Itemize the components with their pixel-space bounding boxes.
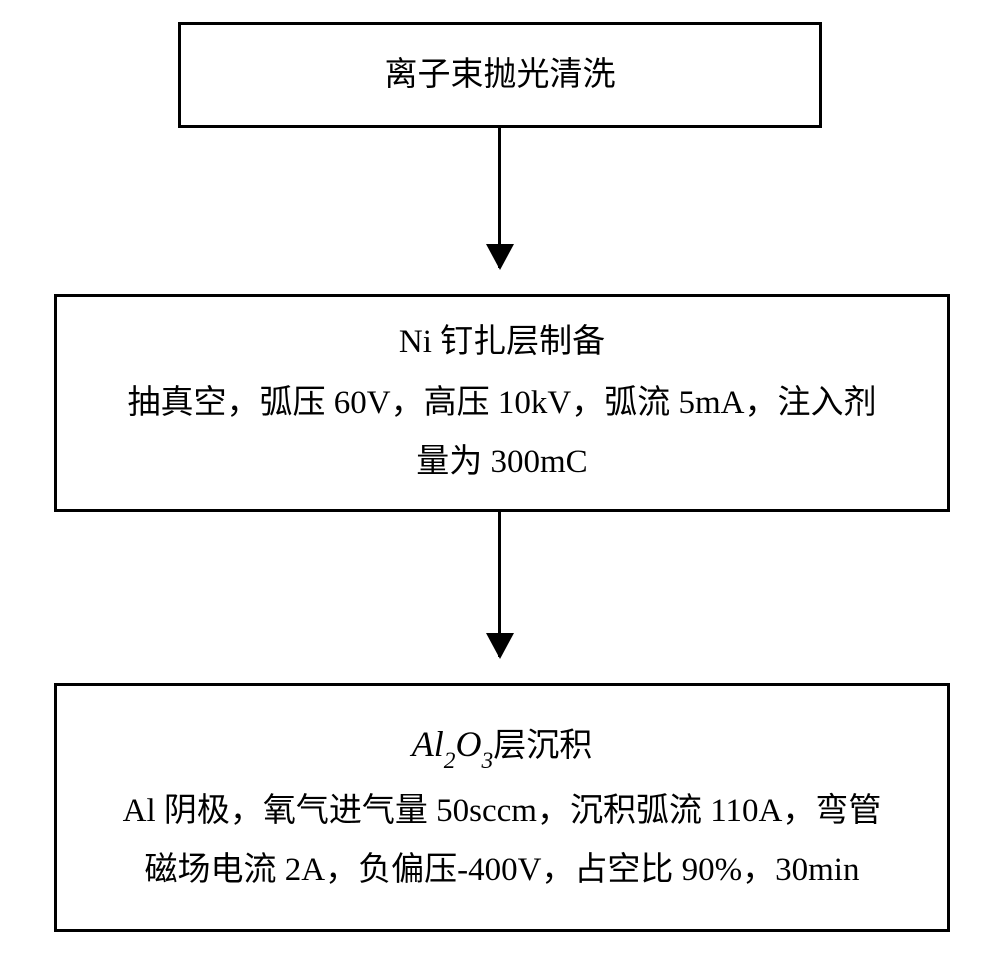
flow-step-3: Al2O3层沉积 Al 阴极，氧气进气量 50sccm，沉积弧流 110A，弯管… bbox=[54, 683, 950, 932]
formula-sub2: 3 bbox=[482, 748, 494, 774]
step3-title-suffix: 层沉积 bbox=[493, 728, 592, 764]
step3-body: Al 阴极，氧气进气量 50sccm，沉积弧流 110A，弯管 磁场电流 2A，… bbox=[123, 782, 882, 901]
step2-line2: 量为 300mC bbox=[416, 444, 587, 480]
formula-al: Al bbox=[412, 724, 444, 764]
step2-title-text: Ni 钉扎层制备 bbox=[399, 324, 605, 360]
step3-line1: Al 阴极，氧气进气量 50sccm，沉积弧流 110A，弯管 bbox=[123, 793, 882, 829]
arrow-2 bbox=[498, 512, 501, 657]
flow-step-1: 离子束抛光清洗 bbox=[178, 22, 822, 128]
flow-step-2: Ni 钉扎层制备 抽真空，弧压 60V，高压 10kV，弧流 5mA，注入剂 量… bbox=[54, 294, 950, 512]
flowchart-container: 离子束抛光清洗 Ni 钉扎层制备 抽真空，弧压 60V，高压 10kV，弧流 5… bbox=[0, 0, 1000, 963]
formula-sub1: 2 bbox=[444, 748, 456, 774]
step3-line2: 磁场电流 2A，负偏压-400V，占空比 90%，30min bbox=[145, 852, 860, 888]
arrow-1 bbox=[498, 128, 501, 268]
step2-title: Ni 钉扎层制备 bbox=[399, 314, 605, 370]
step2-body: 抽真空，弧压 60V，高压 10kV，弧流 5mA，注入剂 量为 300mC bbox=[128, 374, 877, 493]
step2-line1: 抽真空，弧压 60V，高压 10kV，弧流 5mA，注入剂 bbox=[128, 385, 877, 421]
step1-title: 离子束抛光清洗 bbox=[385, 47, 616, 103]
step3-title: Al2O3层沉积 bbox=[412, 714, 592, 778]
formula-o: O bbox=[456, 724, 482, 764]
